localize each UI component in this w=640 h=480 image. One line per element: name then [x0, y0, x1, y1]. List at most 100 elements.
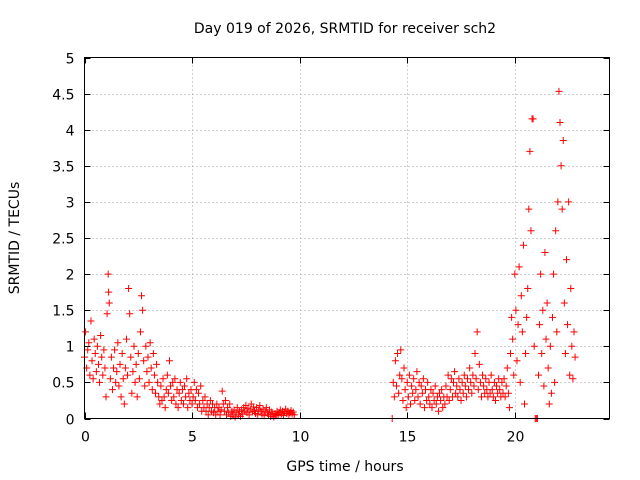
grid-lines: [84, 57, 610, 419]
data-point: [508, 313, 516, 321]
data-point: [390, 393, 398, 401]
data-point: [192, 386, 200, 394]
data-point: [177, 396, 185, 404]
data-point: [425, 393, 433, 401]
data-point: [220, 407, 228, 415]
data-point: [562, 256, 570, 264]
data-point: [160, 393, 168, 401]
data-point: [501, 393, 509, 401]
data-point: [143, 368, 151, 376]
data-point: [458, 378, 466, 386]
plot-frame: [84, 57, 610, 419]
data-point: [514, 321, 522, 329]
data-point: [469, 371, 477, 379]
data-point: [105, 299, 113, 307]
data-point: [159, 375, 167, 383]
data-point: [442, 382, 450, 390]
data-point: [82, 328, 90, 336]
data-point: [466, 364, 474, 372]
data-point: [140, 357, 148, 365]
data-point: [128, 389, 136, 397]
data-point: [545, 400, 553, 408]
data-point: [154, 378, 162, 386]
data-point: [408, 382, 416, 390]
data-point: [558, 205, 566, 213]
data-point: [540, 382, 548, 390]
data-point: [439, 404, 447, 412]
data-point: [92, 368, 100, 376]
data-point: [114, 339, 122, 347]
data-point: [427, 386, 435, 394]
data-point: [490, 378, 498, 386]
data-point: [93, 342, 101, 350]
data-point: [161, 404, 169, 412]
data-point: [190, 378, 198, 386]
x-tick-label: 15: [399, 430, 417, 446]
data-point: [570, 328, 578, 336]
y-tick-label: 3.5: [52, 160, 74, 176]
data-point: [477, 393, 485, 401]
data-point: [429, 389, 437, 397]
y-tick-label: 3: [66, 196, 75, 212]
data-point: [169, 378, 177, 386]
data-point: [510, 371, 518, 379]
data-point: [445, 396, 453, 404]
data-point: [126, 310, 134, 318]
data-point: [146, 339, 154, 347]
data-points: [81, 87, 579, 422]
data-point: [172, 400, 180, 408]
data-point: [90, 335, 98, 343]
data-point: [547, 389, 555, 397]
x-axis-ticks: 0 5 10 15 20: [81, 57, 525, 446]
data-point: [111, 346, 119, 354]
data-point: [487, 371, 495, 379]
data-point: [91, 350, 99, 358]
data-point: [185, 389, 193, 397]
data-point: [174, 404, 182, 412]
data-point: [225, 409, 233, 417]
data-point: [163, 371, 171, 379]
data-point: [87, 317, 95, 325]
data-point: [493, 382, 501, 390]
data-point: [201, 393, 209, 401]
data-point: [402, 404, 410, 412]
data-point: [438, 386, 446, 394]
data-point: [107, 353, 115, 361]
y-tick-label: 1.5: [52, 304, 74, 320]
data-point: [132, 360, 140, 368]
data-point: [552, 227, 560, 235]
data-point: [515, 263, 523, 271]
data-point: [404, 393, 412, 401]
data-point: [96, 378, 104, 386]
data-point: [100, 346, 108, 354]
chart-title: Day 019 of 2026, SRMTID for receiver sch…: [194, 21, 496, 37]
data-point: [548, 313, 556, 321]
data-point: [153, 360, 161, 368]
data-point: [564, 321, 572, 329]
data-point: [500, 375, 508, 383]
data-point: [188, 400, 196, 408]
data-point: [417, 382, 425, 390]
data-point: [399, 396, 407, 404]
data-point: [473, 328, 481, 336]
data-point: [401, 386, 409, 394]
data-point: [437, 396, 445, 404]
data-point: [418, 389, 426, 397]
data-point: [559, 137, 567, 145]
data-point: [409, 389, 417, 397]
data-point: [452, 389, 460, 397]
data-point: [116, 360, 124, 368]
data-point: [571, 353, 579, 361]
x-tick-label: 20: [507, 430, 525, 446]
x-tick-label: 5: [188, 430, 197, 446]
data-point: [566, 371, 574, 379]
data-point: [538, 350, 546, 358]
data-point: [519, 241, 527, 249]
y-tick-label: 0: [66, 413, 75, 429]
data-point: [560, 299, 568, 307]
data-point: [472, 375, 480, 383]
x-tick-label: 0: [81, 430, 90, 446]
data-point: [550, 270, 558, 278]
data-point: [474, 386, 482, 394]
data-point: [412, 386, 420, 394]
